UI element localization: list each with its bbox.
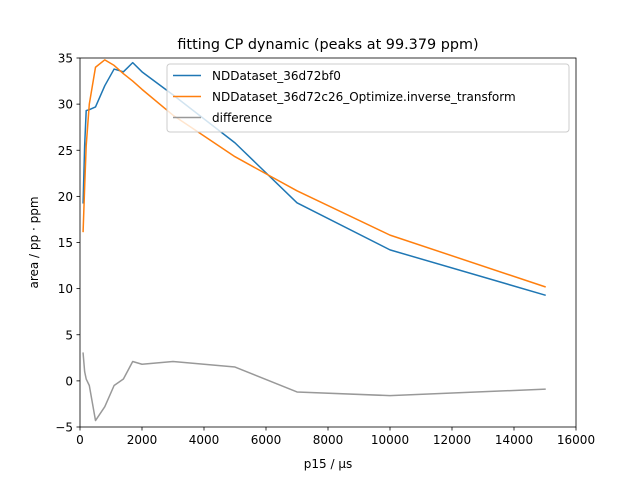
- legend-label-2: NDDataset_36d72c26_Optimize.inverse_tran…: [212, 90, 516, 104]
- series-group: [82, 59, 546, 422]
- legend-box: [166, 63, 570, 133]
- x-tick-label: 0: [76, 433, 84, 447]
- x-tick-label: 10000: [371, 433, 409, 447]
- y-tick-label: 30: [58, 98, 73, 112]
- x-tick-label: 8000: [313, 433, 344, 447]
- y-tick-label: 20: [58, 190, 73, 204]
- x-tick-label: 6000: [251, 433, 282, 447]
- y-tick-label: 25: [58, 144, 73, 158]
- y-axis-ticks: −5 0 5 10 15 20 25 30 35: [55, 52, 80, 435]
- series-line-1: [82, 61, 546, 297]
- x-axis-label: p15 / µs: [304, 457, 352, 471]
- x-tick-label: 4000: [189, 433, 220, 447]
- x-tick-label: 14000: [495, 433, 533, 447]
- legend: NDDataset_36d72bf0 NDDataset_36d72c26_Opt…: [166, 63, 570, 133]
- y-tick-label: 10: [58, 282, 73, 296]
- chart-title: fitting CP dynamic (peaks at 99.379 ppm): [177, 37, 478, 53]
- x-axis-ticks: 0 2000 4000 6000 8000 10000 12000 14000 16000: [76, 427, 595, 447]
- series-line-2: [82, 59, 546, 288]
- y-tick-label: 35: [58, 52, 73, 66]
- y-tick-label: 15: [58, 236, 73, 250]
- x-tick-label: 12000: [433, 433, 471, 447]
- y-tick-label: 5: [65, 328, 73, 342]
- legend-label-3: difference: [212, 111, 272, 125]
- legend-label-1: NDDataset_36d72bf0: [212, 69, 341, 83]
- x-tick-label: 2000: [127, 433, 158, 447]
- y-axis-label: area / pp · ppm: [27, 196, 41, 288]
- x-tick-label: 16000: [557, 433, 595, 447]
- y-tick-label: −5: [55, 421, 73, 435]
- y-tick-label: 0: [65, 374, 73, 388]
- series-line-3: [82, 352, 546, 422]
